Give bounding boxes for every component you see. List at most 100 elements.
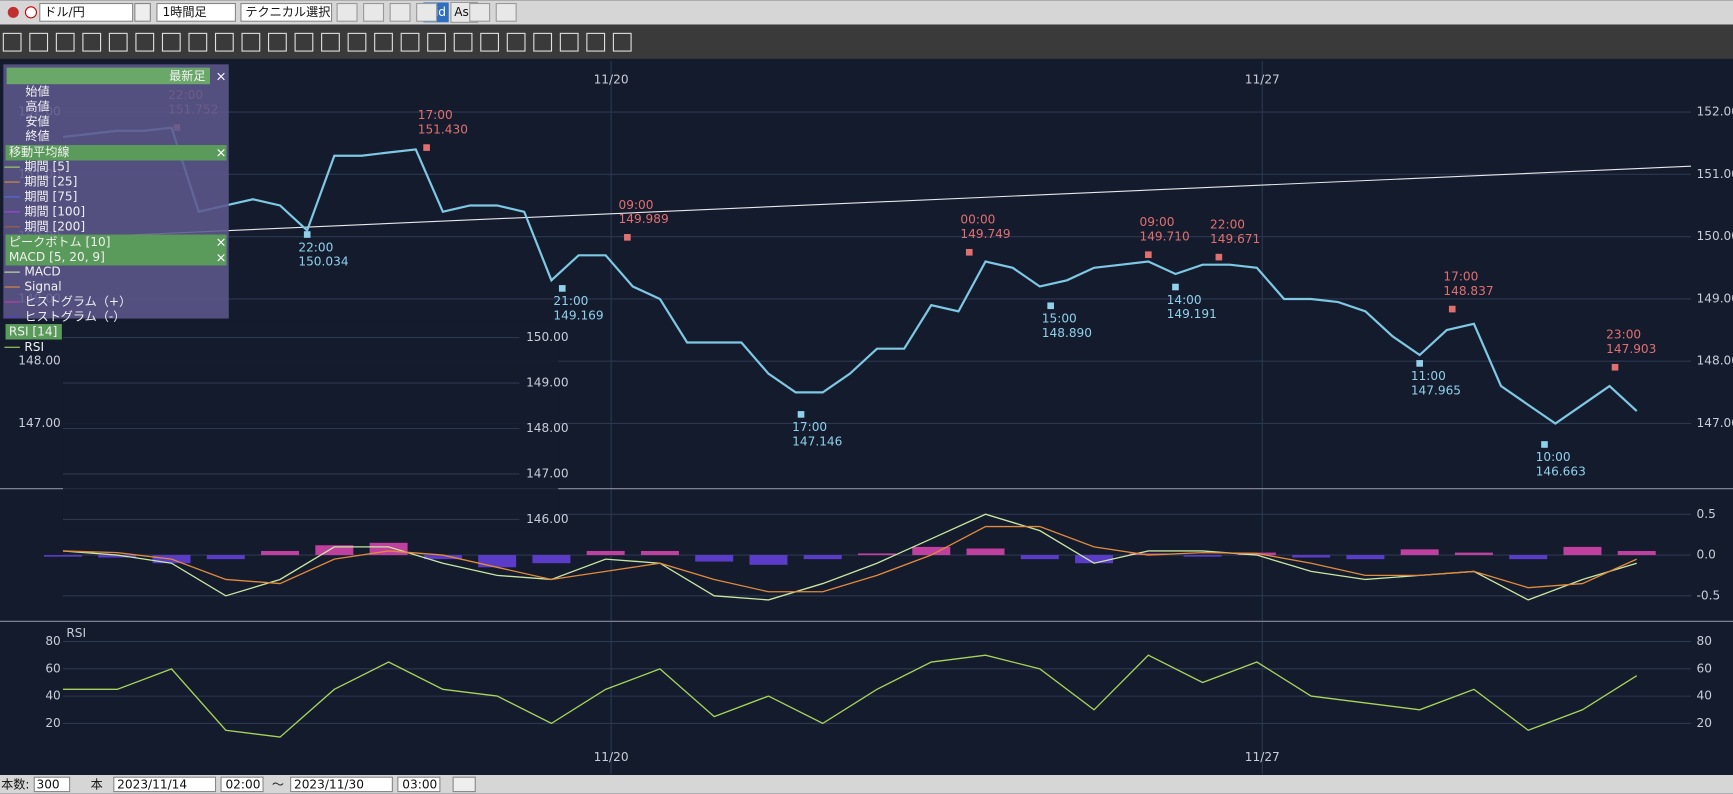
y-tick-label: 40	[1697, 689, 1712, 703]
ma-period: 期間 [100]	[24, 204, 85, 218]
histogram-bar	[478, 555, 516, 567]
peak-value: 147.146	[792, 435, 842, 449]
histogram-bar	[804, 555, 842, 559]
peak-marker	[559, 285, 566, 292]
apply-button[interactable]	[453, 777, 475, 791]
ma-period: 期間 [200]	[24, 219, 85, 233]
panel-title: RSI	[66, 626, 86, 640]
peak-time: 17:00	[792, 420, 827, 434]
rsi-title: RSI [14]	[9, 324, 58, 338]
tool-button[interactable]	[337, 4, 357, 22]
y-tick-label: 40	[45, 689, 60, 703]
y-tick-label: 150.00	[1697, 229, 1733, 243]
y-tick-label: -0.5	[1697, 588, 1721, 602]
peak-time: 11:00	[1411, 369, 1446, 383]
unit: 本	[91, 777, 103, 791]
peak-value: 147.903	[1606, 342, 1656, 356]
peak-time: 15:00	[1042, 312, 1077, 326]
from-time[interactable]: 02:00	[225, 777, 260, 791]
peak-time: 23:00	[1606, 328, 1641, 342]
peak-value: 147.965	[1411, 384, 1461, 398]
peak-marker	[1416, 360, 1423, 367]
count-label: 本数:	[1, 776, 29, 791]
peak-value: 146.663	[1536, 465, 1586, 479]
histogram-bar	[858, 553, 896, 555]
macd-title: MACD [5, 20, 9]	[9, 250, 105, 264]
peak-time: 09:00	[1139, 215, 1174, 229]
to-time[interactable]: 03:00	[402, 777, 437, 791]
statusbar: 本数: 300 本 2023/11/14 02:00 〜 2023/11/30 …	[0, 775, 1733, 794]
histogram-bar	[1075, 555, 1113, 563]
macd-legend: MACD	[24, 265, 60, 279]
from-date[interactable]: 2023/11/14	[117, 777, 187, 791]
peak-time: 00:00	[960, 213, 995, 227]
field-label: 始値	[25, 83, 49, 98]
y-tick-label: 60	[1697, 661, 1712, 675]
histogram-bar	[1346, 555, 1384, 559]
histogram-bar	[1184, 555, 1222, 557]
peak-time: 22:00	[298, 240, 333, 254]
peak-marker	[1541, 441, 1548, 448]
peak-marker	[1612, 364, 1619, 371]
peak-time: 17:00	[418, 108, 453, 122]
y-tick-label: 147.00	[18, 416, 60, 430]
technical[interactable]: テクニカル選択	[245, 5, 330, 19]
macd-legend: ヒストグラム（-）	[24, 309, 125, 323]
y-tick-label: 148.00	[526, 421, 568, 435]
y-tick-label: 20	[45, 716, 60, 730]
histogram-bar	[207, 555, 245, 559]
flag-icon	[25, 7, 36, 18]
y-tick-label: 149.00	[1697, 291, 1733, 305]
y-tick-label: 151.00	[1697, 167, 1733, 181]
peak-time: 22:00	[1210, 218, 1245, 232]
peak-marker	[1145, 251, 1152, 258]
y-tick-label: 147.00	[1697, 416, 1733, 430]
legend-header: 最新足	[169, 68, 205, 83]
tool-button[interactable]	[390, 4, 410, 22]
legend-panel: 最新足 移動平均線 ピークボトム [10] MACD [5, 20, 9] RS…	[3, 64, 228, 353]
histogram-bar	[532, 555, 570, 563]
x-tick-label: 11/20	[594, 72, 629, 86]
ma-title: 移動平均線	[9, 144, 70, 159]
tool-button[interactable]	[470, 4, 490, 22]
y-tick-label: 80	[45, 634, 60, 648]
x-tick-label: 11/20	[594, 750, 629, 764]
count[interactable]: 300	[36, 777, 59, 791]
histogram-bar	[1455, 553, 1493, 555]
pair[interactable]: ドル/円	[44, 5, 85, 19]
field-label: 高値	[25, 98, 49, 113]
y-tick-label: 60	[45, 661, 60, 675]
peak-time: 10:00	[1536, 450, 1571, 464]
histogram-bar	[44, 555, 82, 557]
peak-value: 149.191	[1167, 307, 1217, 321]
field-label: 安値	[25, 113, 49, 128]
peak-value: 151.430	[418, 122, 468, 136]
to-date[interactable]: 2023/11/30	[294, 777, 364, 791]
macd-legend: ヒストグラム（+）	[24, 294, 131, 308]
histogram-bar	[261, 551, 299, 555]
histogram-bar	[967, 549, 1005, 556]
y-tick-label: 148.00	[18, 354, 60, 368]
macd-legend: Signal	[24, 280, 61, 294]
peak-marker	[423, 144, 430, 151]
peak-value: 149.169	[553, 309, 603, 323]
timeframe[interactable]: 1時間足	[162, 5, 206, 19]
peak-marker	[1047, 302, 1054, 309]
toolbar: ドル/円 1時間足 テクニカル選択 Bid Ask	[0, 0, 1733, 59]
histogram-bar	[1021, 555, 1059, 559]
tool-button[interactable]	[496, 4, 516, 22]
histogram-bar	[587, 551, 625, 555]
peak-time: 17:00	[1443, 270, 1478, 284]
y-tick-label: 150.00	[526, 330, 568, 344]
tool-button[interactable]	[364, 4, 384, 22]
peak-value: 149.710	[1139, 230, 1189, 244]
peak-marker	[624, 234, 631, 241]
peak-marker	[1449, 306, 1456, 313]
overlay-box	[63, 321, 558, 529]
peak-marker	[1216, 254, 1223, 261]
pair-dropdown[interactable]	[135, 4, 150, 22]
tool-button[interactable]	[417, 4, 437, 22]
y-tick-label: 152.00	[1697, 105, 1733, 119]
y-tick-label: 80	[1697, 634, 1712, 648]
